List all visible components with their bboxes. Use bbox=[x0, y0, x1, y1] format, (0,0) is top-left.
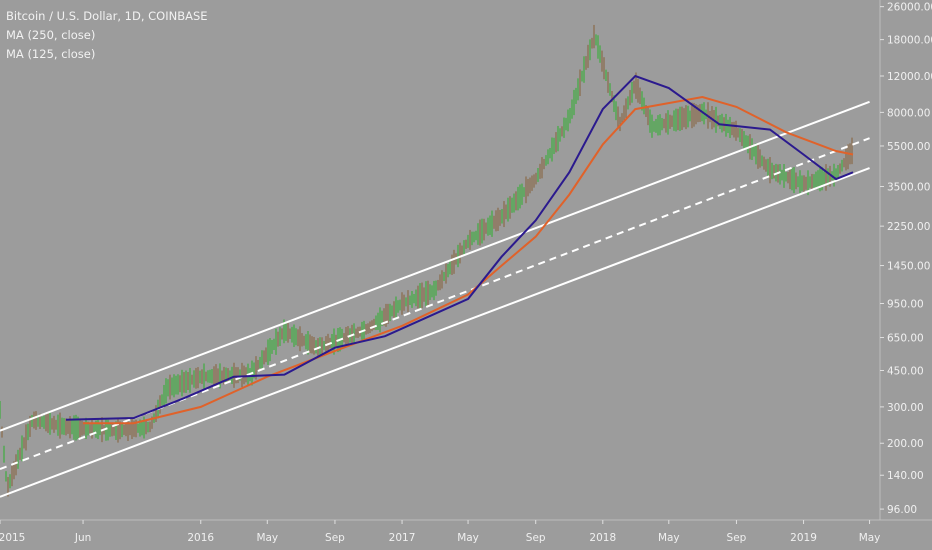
legend-ma125: MA (125, close) bbox=[6, 47, 96, 61]
x-tick-label: Jun bbox=[74, 532, 91, 544]
x-tick-label: 2019 bbox=[790, 532, 817, 544]
x-tick-label: Sep bbox=[526, 532, 546, 544]
x-tick-label: May bbox=[658, 532, 680, 544]
ma125-line bbox=[65, 74, 854, 421]
y-tick-label: 26000.00 bbox=[887, 2, 932, 14]
y-tick-label: 8000.00 bbox=[887, 107, 930, 119]
channel-middle-line bbox=[0, 137, 870, 470]
y-tick-label: 140.00 bbox=[887, 470, 924, 482]
ma250-line bbox=[83, 95, 854, 425]
x-tick-label: 2016 bbox=[187, 532, 214, 544]
y-tick-label: 3500.00 bbox=[887, 182, 930, 194]
legend: Bitcoin / U.S. Dollar, 1D, COINBASE MA (… bbox=[6, 7, 208, 64]
y-tick-label: 96.00 bbox=[887, 504, 917, 516]
x-tick-label: 2017 bbox=[389, 532, 416, 544]
y-tick-label: 200.00 bbox=[887, 438, 924, 450]
y-tick-label: 450.00 bbox=[887, 366, 924, 378]
x-tick-label: May bbox=[859, 532, 881, 544]
y-tick-label: 650.00 bbox=[887, 333, 924, 345]
y-tick-label: 950.00 bbox=[887, 298, 924, 310]
x-tick-label: Sep bbox=[727, 532, 747, 544]
x-tick-label: 2018 bbox=[589, 532, 616, 544]
y-tick-label: 300.00 bbox=[887, 402, 924, 414]
channel-lower-line bbox=[0, 167, 870, 498]
y-tick-label: 5500.00 bbox=[887, 141, 930, 153]
chart-title: Bitcoin / U.S. Dollar, 1D, COINBASE bbox=[6, 9, 208, 23]
x-tick-label: Sep bbox=[325, 532, 345, 544]
y-tick-label: 1450.00 bbox=[887, 261, 930, 273]
legend-ma250: MA (250, close) bbox=[6, 28, 96, 42]
lines-layer bbox=[0, 74, 870, 498]
y-tick-label: 18000.00 bbox=[887, 35, 932, 47]
y-tick-label: 2250.00 bbox=[887, 221, 930, 233]
x-tick-label: May bbox=[457, 532, 479, 544]
candles-layer bbox=[0, 24, 853, 497]
x-tick-label: 2015 bbox=[0, 532, 25, 544]
y-tick-label: 12000.00 bbox=[887, 71, 932, 83]
channel-upper-line bbox=[0, 100, 870, 432]
x-tick-label: May bbox=[256, 532, 278, 544]
